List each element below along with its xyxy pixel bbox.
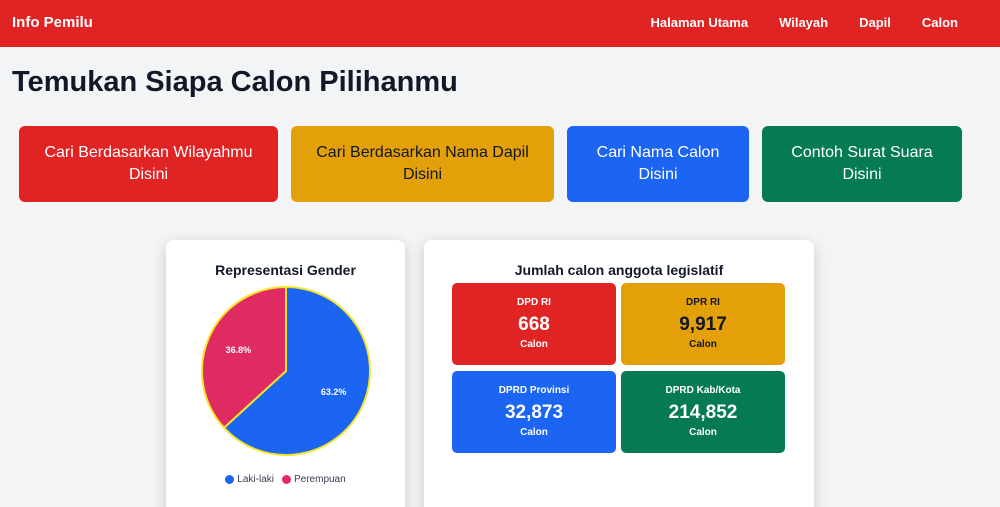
stat-unit: Calon [689,427,717,438]
search-by-dapil-button[interactable]: Cari Berdasarkan Nama Dapil Disini [291,126,554,202]
stat-label: DPR RI [686,297,720,308]
page-title: Temukan Siapa Calon Pilihanmu [12,66,458,98]
stat-dpd-ri: DPD RI 668 Calon [452,283,616,365]
gender-card: Representasi Gender 63.2% 36.8% Laki-laki… [166,240,405,507]
pie-label-laki-laki: 63.2% [321,387,347,397]
legend-label-female: Perempuan [293,474,346,485]
candidate-count-title: Jumlah calon anggota legislatif [514,262,724,278]
search-by-region-button[interactable]: Cari Berdasarkan Wilayahmu Disini [19,126,278,202]
stat-unit: Calon [689,339,717,350]
nav-links: Halaman Utama Wilayah Dapil Calon [651,15,958,30]
legend-dot-male [225,475,235,484]
candidate-count-card: Jumlah calon anggota legislatif DPD RI 6… [424,240,814,507]
pie-slice-laki-laki[interactable] [222,285,371,456]
nav-link-halaman-utama[interactable]: Halaman Utama [650,15,749,30]
stat-label: DPD RI [517,297,551,308]
gender-pie-chart: 63.2% 36.8% [201,285,371,456]
stat-dprd-provinsi: DPRD Provinsi 32,873 Calon [452,371,616,453]
brand-logo-text[interactable]: Info Pemilu [12,14,93,31]
nav-link-dapil[interactable]: Dapil [859,15,891,30]
stat-unit: Calon [520,427,548,438]
legend-label-male: Laki-laki [237,474,274,485]
stat-value: 32,873 [504,402,564,423]
pie-slice-perempuan[interactable] [201,285,287,430]
nav-link-wilayah[interactable]: Wilayah [779,15,829,30]
navbar: Info Pemilu Halaman Utama Wilayah Dapil … [0,0,1000,47]
stat-dprd-kab-kota: DPRD Kab/Kota 214,852 Calon [621,371,785,453]
stat-label: DPRD Kab/Kota [665,385,741,396]
legend-dot-female [281,475,291,484]
sample-ballot-button[interactable]: Contoh Surat Suara Disini [762,126,962,202]
stat-value: 9,917 [679,314,727,335]
stat-value: 214,852 [668,402,738,423]
stat-value: 668 [518,314,550,335]
legend-item-female[interactable]: Perempuan [281,474,346,485]
legend-item-male[interactable]: Laki-laki [225,474,274,485]
stat-label: DPRD Provinsi [498,385,570,396]
stat-dpr-ri: DPR RI 9,917 Calon [621,283,785,365]
pie-label-perempuan: 36.8% [226,345,252,355]
search-candidate-name-button[interactable]: Cari Nama Calon Disini [567,126,749,202]
nav-link-calon[interactable]: Calon [921,15,958,30]
chart-legend: Laki-laki Perempuan [166,474,405,485]
stat-unit: Calon [520,339,548,350]
gender-card-title: Representasi Gender [215,262,356,278]
